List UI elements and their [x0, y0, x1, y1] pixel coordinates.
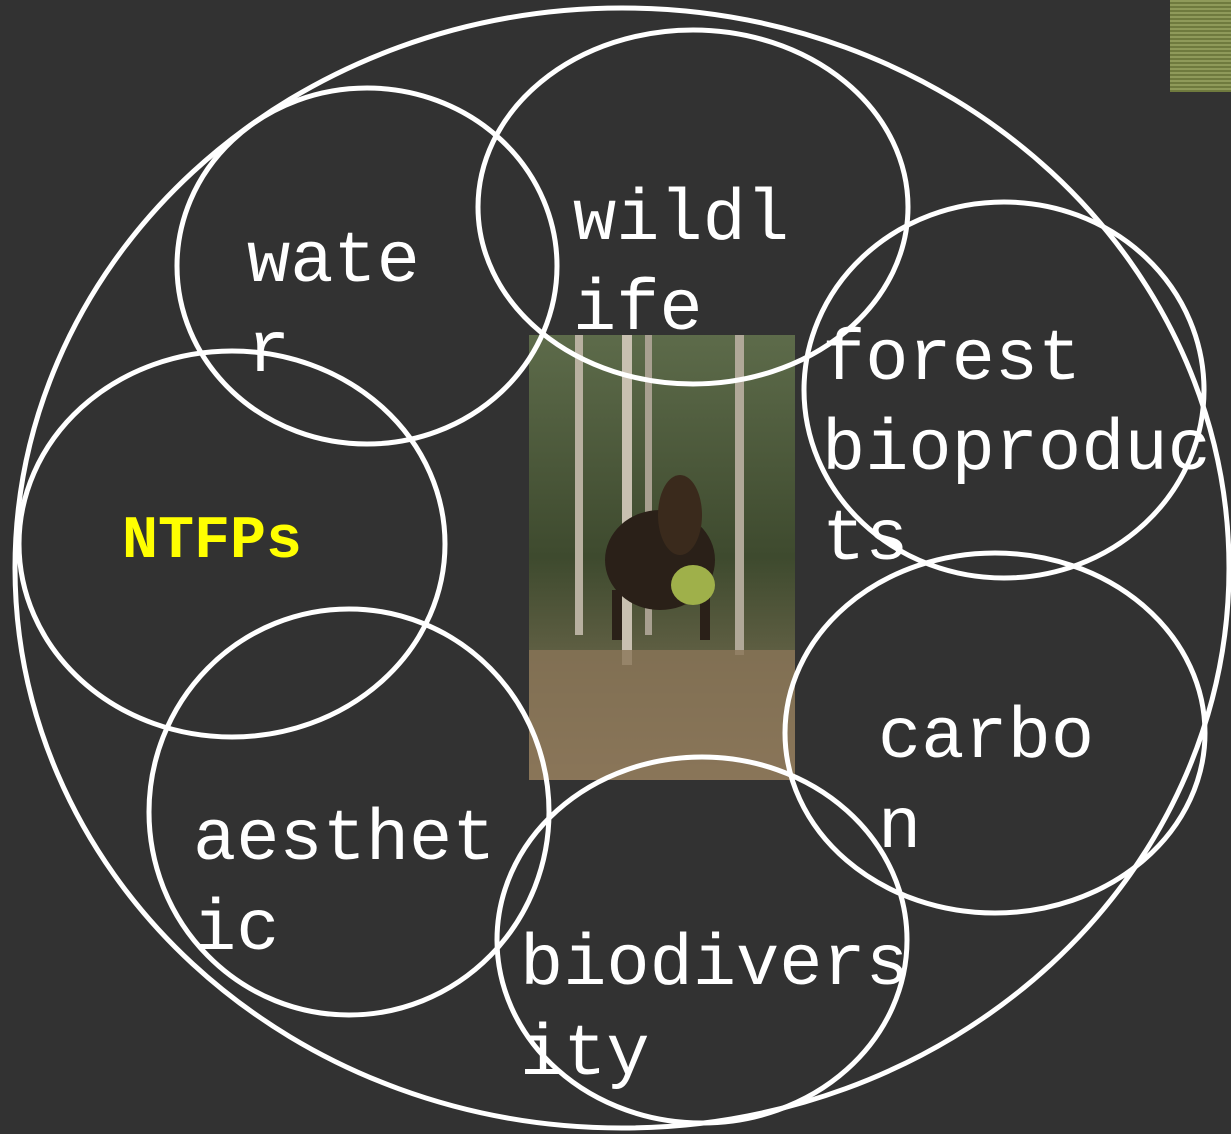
node-label-highlight: NTFPs — [122, 507, 302, 577]
moose-photo — [529, 335, 795, 780]
node-label: forest bioproducts — [822, 315, 1217, 585]
node-label: biodiversity — [520, 920, 915, 1100]
node-label: wildlife — [573, 175, 795, 355]
slide: water wildlife forest bioproducts NTFPs … — [0, 0, 1231, 1134]
node-label: water — [247, 217, 427, 397]
node-label: carbon — [878, 693, 1100, 873]
node-label: aesthetic — [193, 795, 503, 975]
corner-image — [1170, 0, 1231, 92]
